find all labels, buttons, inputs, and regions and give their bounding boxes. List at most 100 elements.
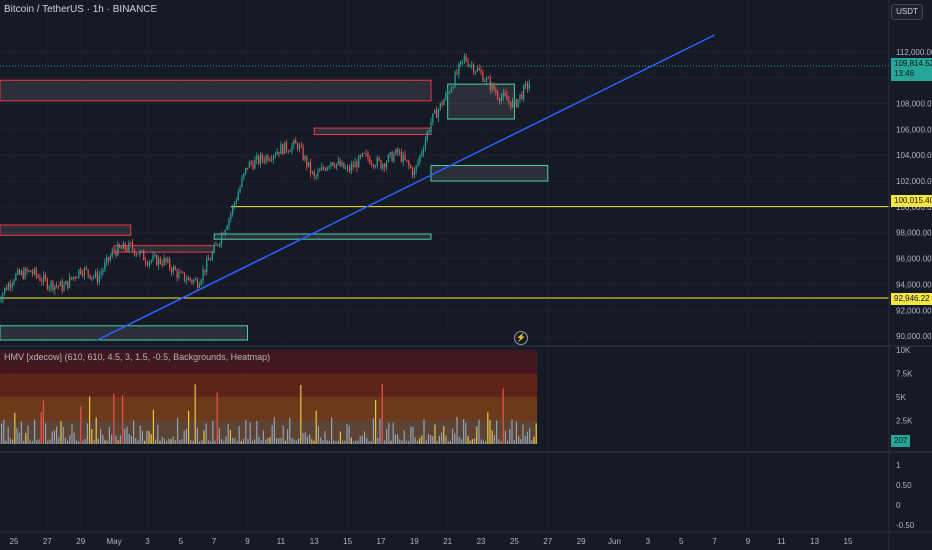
volume-bar xyxy=(212,420,214,444)
candle-body xyxy=(421,152,423,156)
volume-bar xyxy=(229,430,231,444)
volume-bar xyxy=(317,426,319,444)
time-tick-label: 25 xyxy=(510,537,519,546)
time-tick-label: May xyxy=(107,537,122,546)
candle-body xyxy=(295,140,297,144)
volume-bar xyxy=(73,432,75,444)
volume-bar xyxy=(139,425,141,444)
volume-bar xyxy=(293,439,295,444)
volume-bar xyxy=(163,438,165,444)
candle-body xyxy=(195,279,197,281)
time-tick-label: 19 xyxy=(410,537,419,546)
volume-bar xyxy=(298,438,300,444)
candle-body xyxy=(517,99,519,108)
volume-bar xyxy=(520,439,522,444)
zone-boxes[interactable] xyxy=(0,79,549,341)
candle-body xyxy=(419,155,421,162)
candle-body xyxy=(467,61,469,67)
symbol-title[interactable]: Bitcoin / TetherUS · 1h · BINANCE xyxy=(4,4,158,15)
candle-body xyxy=(102,269,104,273)
horizontal-levels[interactable] xyxy=(0,206,889,299)
candle-body xyxy=(523,85,525,100)
volume-bar xyxy=(236,441,238,444)
volume-bar xyxy=(326,440,328,444)
candle-body xyxy=(469,65,471,67)
volume-bar xyxy=(456,416,458,444)
volume-bar xyxy=(515,421,517,444)
candle-body xyxy=(28,270,30,272)
lightning-icon[interactable]: ⚡ xyxy=(514,331,528,345)
volume-bar xyxy=(498,439,500,444)
candle-body xyxy=(163,257,165,265)
volume-bar xyxy=(489,419,491,444)
candle-body xyxy=(109,256,111,261)
candle-body xyxy=(241,178,243,187)
volume-bar xyxy=(474,437,476,444)
candle-body xyxy=(430,121,432,132)
candle-body xyxy=(76,277,78,279)
lower-pane-tick-label: -0.50 xyxy=(896,521,915,530)
candle-body xyxy=(233,203,236,207)
candle-body xyxy=(335,163,338,168)
candle-body xyxy=(528,83,530,89)
supply-zone xyxy=(0,224,132,236)
candle-body xyxy=(422,149,425,153)
volume-bar xyxy=(58,437,60,444)
candle-body xyxy=(237,192,239,201)
candle-body xyxy=(413,170,415,176)
candle-body xyxy=(150,260,152,262)
candle-body xyxy=(417,161,419,166)
candle-body xyxy=(372,164,375,167)
volume-bar xyxy=(240,440,242,444)
volume-bar xyxy=(111,434,113,444)
time-tick-label: 13 xyxy=(810,537,819,546)
volume-bar xyxy=(227,424,229,444)
time-tick-label: 9 xyxy=(746,537,751,546)
candle-body xyxy=(243,173,245,179)
price-tick-label: 98,000.00 xyxy=(896,229,932,238)
candle-body xyxy=(208,258,210,261)
candle-body xyxy=(395,149,397,155)
volume-bar xyxy=(306,436,308,444)
volume-bar xyxy=(166,440,168,444)
candle-body xyxy=(267,155,269,161)
candle-body xyxy=(367,153,369,159)
candle-body xyxy=(265,155,267,162)
candle-body xyxy=(526,83,528,89)
candle-body xyxy=(9,283,11,288)
candle-body xyxy=(124,243,126,250)
time-tick-label: 13 xyxy=(310,537,319,546)
volume-bar xyxy=(416,440,418,444)
trend-line[interactable] xyxy=(97,34,715,341)
volume-bar xyxy=(3,419,5,444)
volume-bar xyxy=(273,417,275,444)
volume-bar xyxy=(104,440,106,444)
volume-bar xyxy=(364,431,366,444)
lower-pane-tick-label: 0 xyxy=(896,501,901,510)
volume-bar xyxy=(5,440,7,444)
candle-body xyxy=(235,200,237,204)
currency-unit-button[interactable]: USDT xyxy=(891,4,923,20)
candle-body xyxy=(476,68,478,72)
candle-body xyxy=(252,163,254,169)
candle-body xyxy=(345,167,347,169)
volume-bar xyxy=(221,438,223,444)
volume-bar xyxy=(179,440,181,444)
volume-bar xyxy=(119,435,121,444)
volume-bar xyxy=(287,429,289,444)
indicator-title[interactable]: HMV [xdecow] (610, 610, 4.5, 3, 1.5, -0.… xyxy=(4,352,271,362)
volume-bar xyxy=(441,432,443,444)
volume-bar xyxy=(135,438,137,444)
candle-body xyxy=(106,257,108,263)
candle-body xyxy=(135,254,137,255)
volume-bar xyxy=(381,383,383,444)
volume-bar xyxy=(482,440,484,444)
candle-body xyxy=(69,277,71,288)
candle-body xyxy=(170,268,173,273)
volume-bar xyxy=(322,440,324,444)
volume-bar xyxy=(320,437,322,444)
current-price-tag: 109,814.52 13:46 xyxy=(891,58,932,81)
volume-bar xyxy=(522,424,524,444)
volume-bar xyxy=(291,437,293,444)
